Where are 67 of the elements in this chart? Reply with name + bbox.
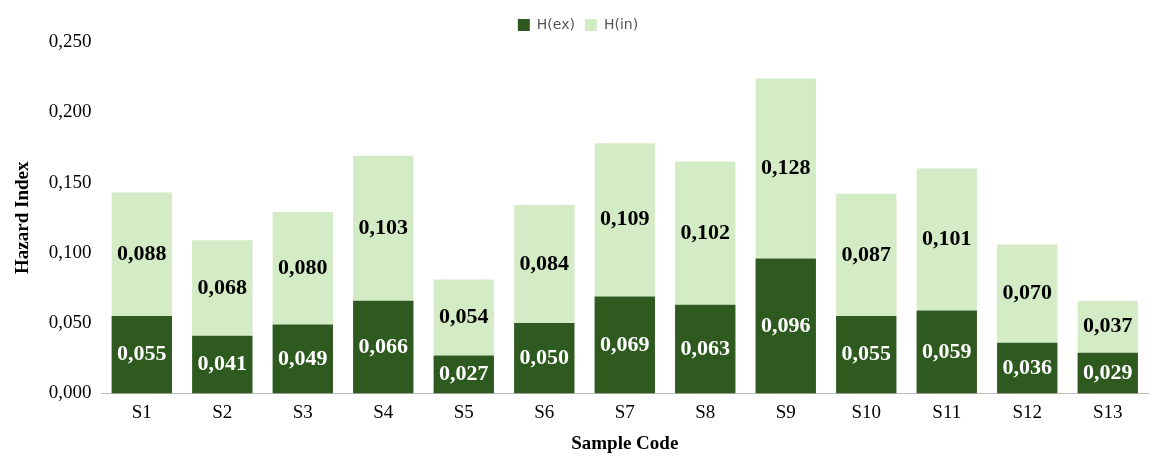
- data-label: 0,096: [761, 311, 811, 337]
- x-tick-label: S9: [775, 400, 796, 422]
- bar: [675, 304, 736, 394]
- x-tick-label: S13: [1092, 400, 1123, 422]
- x-axis-title: Sample Code: [571, 431, 679, 453]
- bar: [111, 316, 172, 394]
- y-tick-label: 0,200: [48, 100, 92, 122]
- data-label: 0,101: [922, 225, 972, 251]
- bar: [755, 258, 816, 394]
- legend-label: H(in): [603, 15, 639, 32]
- data-label: 0,041: [197, 350, 248, 376]
- data-label: 0,036: [1002, 353, 1053, 379]
- data-label: 0,128: [761, 154, 811, 180]
- data-label: 0,084: [519, 249, 570, 275]
- data-label: 0,069: [600, 330, 650, 356]
- data-label: 0,027: [439, 360, 489, 386]
- x-tick-label: S3: [292, 400, 313, 422]
- bar: [192, 240, 253, 336]
- legend-label: H(ex): [536, 15, 575, 32]
- x-tick-label: S2: [212, 400, 233, 422]
- bar: [836, 316, 897, 394]
- data-label: 0,055: [117, 340, 167, 366]
- data-label: 0,063: [680, 334, 731, 360]
- bar: [353, 300, 414, 394]
- data-label: 0,066: [358, 332, 409, 358]
- data-label: 0,050: [519, 343, 570, 369]
- data-label: 0,080: [278, 253, 328, 279]
- bar: [916, 168, 977, 311]
- data-label: 0,102: [680, 218, 731, 244]
- data-label: 0,068: [197, 273, 248, 299]
- data-label: 0,029: [1083, 358, 1133, 384]
- bar: [514, 205, 575, 324]
- x-tick-label: S6: [534, 400, 555, 422]
- x-tick-label: S8: [695, 400, 716, 422]
- bar: [755, 78, 816, 259]
- x-tick-label: S1: [131, 400, 152, 422]
- y-tick-label: 0,100: [48, 240, 92, 262]
- data-label: 0,059: [922, 337, 972, 363]
- y-tick-label: 0,050: [48, 311, 92, 333]
- data-label: 0,087: [841, 240, 892, 266]
- data-label: 0,103: [358, 213, 409, 239]
- data-label: 0,054: [439, 303, 489, 329]
- y-tick-label: 0,000: [48, 381, 92, 403]
- bar: [916, 310, 977, 394]
- data-label: 0,037: [1083, 312, 1133, 338]
- x-tick-label: S7: [614, 400, 635, 422]
- x-tick-label: S4: [373, 400, 394, 422]
- bar: [836, 193, 897, 317]
- x-tick-label: S12: [1012, 400, 1043, 422]
- y-tick-label: 0,150: [48, 170, 92, 192]
- bar: [675, 161, 736, 305]
- bar: [111, 192, 172, 317]
- bar: [594, 296, 655, 394]
- x-tick-label: S10: [851, 400, 882, 422]
- data-label: 0,049: [278, 344, 328, 370]
- y-tick-label: 0,250: [48, 29, 92, 51]
- x-tick-label: S5: [453, 400, 474, 422]
- bar: [997, 244, 1058, 343]
- data-label: 0,055: [841, 340, 892, 366]
- data-label: 0,109: [600, 205, 650, 231]
- bar: [272, 212, 333, 325]
- bar: [594, 143, 655, 297]
- data-label: 0,070: [1002, 279, 1053, 305]
- y-axis-title: Hazard Index: [11, 161, 33, 274]
- data-label: 0,088: [117, 239, 167, 265]
- bar: [353, 155, 414, 301]
- x-tick-label: S11: [932, 400, 962, 422]
